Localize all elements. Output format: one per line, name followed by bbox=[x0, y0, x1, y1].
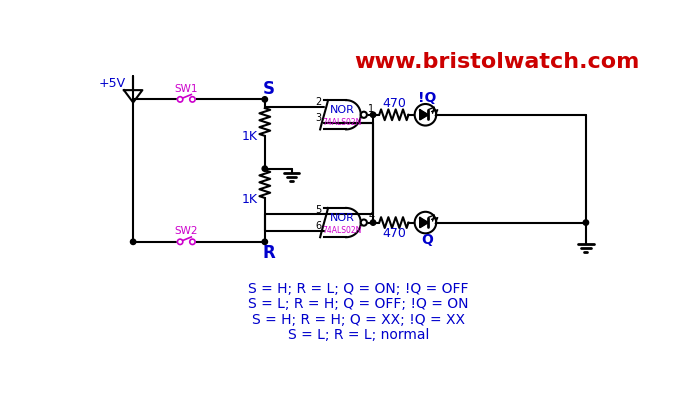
Text: 1K: 1K bbox=[241, 129, 258, 143]
Text: Q: Q bbox=[421, 233, 433, 247]
Text: 1K: 1K bbox=[241, 193, 258, 206]
Circle shape bbox=[360, 219, 367, 226]
Text: S: S bbox=[262, 80, 274, 97]
Circle shape bbox=[177, 97, 183, 102]
Circle shape bbox=[583, 220, 589, 225]
Circle shape bbox=[190, 97, 195, 102]
Text: S = H; R = H; Q = XX; !Q = XX: S = H; R = H; Q = XX; !Q = XX bbox=[252, 313, 466, 327]
Text: NOR: NOR bbox=[330, 105, 355, 115]
Polygon shape bbox=[420, 110, 428, 119]
Text: 6: 6 bbox=[315, 221, 321, 231]
Text: S = L; R = H; Q = OFF; !Q = ON: S = L; R = H; Q = OFF; !Q = ON bbox=[248, 297, 469, 311]
Text: SW2: SW2 bbox=[174, 226, 198, 236]
Circle shape bbox=[414, 212, 436, 233]
Text: 1: 1 bbox=[368, 104, 374, 113]
Circle shape bbox=[130, 239, 136, 245]
Text: NOR: NOR bbox=[330, 213, 355, 223]
Circle shape bbox=[190, 239, 195, 245]
Text: www.bristolwatch.com: www.bristolwatch.com bbox=[355, 52, 640, 72]
Text: S = H; R = L; Q = ON; !Q = OFF: S = H; R = L; Q = ON; !Q = OFF bbox=[248, 282, 469, 296]
Text: S = L; R = L; normal: S = L; R = L; normal bbox=[288, 328, 429, 342]
Text: 2: 2 bbox=[315, 97, 321, 107]
Circle shape bbox=[370, 112, 376, 118]
Circle shape bbox=[262, 239, 267, 245]
Text: +5V: +5V bbox=[98, 77, 125, 90]
Text: 74ALS02N: 74ALS02N bbox=[323, 118, 362, 127]
Text: 74ALS02N: 74ALS02N bbox=[323, 226, 362, 235]
Circle shape bbox=[360, 112, 367, 118]
Text: 470: 470 bbox=[382, 97, 406, 111]
Text: 4: 4 bbox=[368, 211, 374, 222]
Text: 5: 5 bbox=[315, 205, 321, 215]
Text: 470: 470 bbox=[382, 227, 406, 240]
Circle shape bbox=[370, 220, 376, 225]
Text: R: R bbox=[262, 245, 275, 262]
Circle shape bbox=[262, 166, 267, 171]
Text: !Q: !Q bbox=[418, 91, 436, 105]
Circle shape bbox=[262, 97, 267, 102]
Circle shape bbox=[414, 104, 436, 125]
Text: SW1: SW1 bbox=[174, 83, 198, 94]
Polygon shape bbox=[420, 218, 428, 227]
Text: 3: 3 bbox=[315, 113, 321, 123]
Circle shape bbox=[177, 239, 183, 245]
